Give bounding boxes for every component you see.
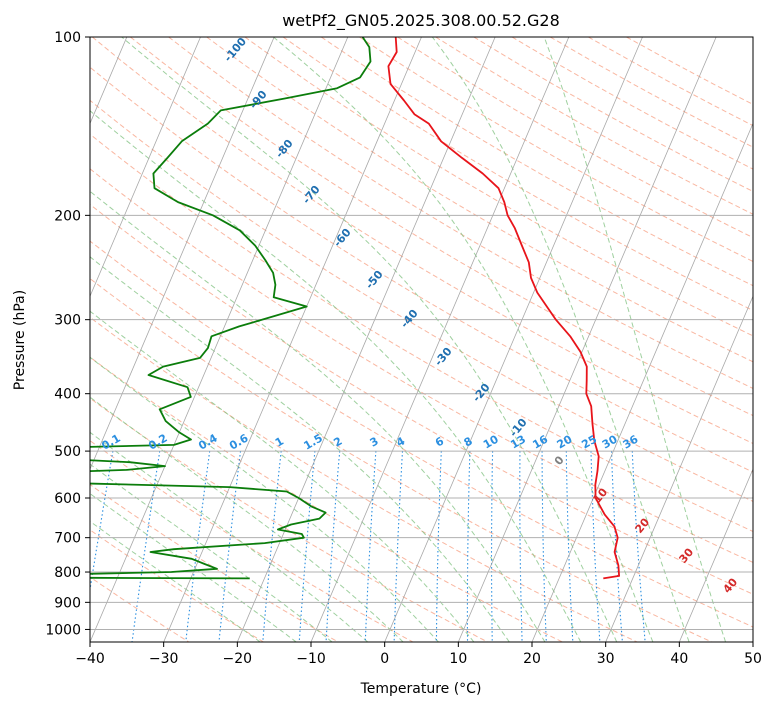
x-tick-label: 50 [744, 651, 762, 667]
dry-adiabat-line [244, 37, 753, 337]
x-tick-label: 20 [523, 651, 541, 667]
dry-adiabat-line [91, 37, 753, 445]
y-tick-label: 600 [54, 491, 81, 507]
mixing-ratio-line [262, 451, 282, 642]
isotherm-line [90, 37, 275, 471]
plot-area: 0.1 0.2 0.4 0.6 1 1.5 2 3 4 6 8 10 13 16 20 25 30 36-100-… [90, 37, 753, 642]
y-tick-label: 100 [54, 30, 81, 46]
y-tick-label: 300 [54, 313, 81, 329]
y-tick-label: 800 [54, 565, 81, 581]
dry-adiabat-line [90, 529, 264, 642]
y-tick-label: 1000 [45, 622, 81, 638]
mixing-ratio-line [590, 451, 601, 642]
isotherm-line [531, 122, 753, 642]
dry-adiabat-line [90, 203, 753, 595]
dry-adiabat-line [90, 316, 638, 642]
isotherm-line [457, 37, 717, 642]
y-tick-label: 700 [54, 531, 81, 547]
y-tick-label: 400 [54, 387, 81, 403]
dewpoint-profile-line [90, 37, 372, 580]
moist-adiabat-line [90, 431, 369, 642]
plot-frame [89, 36, 754, 643]
mixing-ratio-line [435, 451, 442, 642]
dry-adiabat-line [90, 356, 563, 642]
y-axis-label: Pressure (hPa) [12, 290, 28, 390]
dry-adiabat-line [90, 483, 339, 642]
dry-adiabat-line [320, 37, 753, 287]
x-axis-ticks: −40 −30 −20 −10 0 10 20 30 40 50 [75, 642, 762, 667]
y-tick-label: 900 [54, 595, 81, 611]
x-tick-label: 30 [597, 651, 615, 667]
isotherm-line [90, 37, 201, 298]
x-tick-label: 40 [670, 651, 688, 667]
mixing-ratio-line [131, 451, 161, 642]
isotherm-line [90, 37, 349, 642]
dry-adiabat-line [90, 240, 753, 628]
mixing-ratio-line [541, 451, 547, 642]
mixing-ratio-line [393, 451, 404, 642]
mixing-ratio-line [298, 451, 316, 642]
mixing-ratio-line [218, 451, 242, 642]
dry-adiabat-line [90, 278, 712, 642]
isotherm-line [384, 37, 643, 642]
x-tick-label: −30 [149, 651, 179, 667]
moist-adiabat-line [90, 520, 261, 642]
x-tick-label: −20 [223, 651, 253, 667]
x-axis-label: Temperature (°C) [360, 681, 482, 697]
isotherm-line [310, 37, 570, 642]
y-tick-label: 500 [54, 444, 81, 460]
moist-adiabat-line [90, 463, 333, 642]
isotherm-line [163, 37, 422, 642]
mixing-ratio-line [364, 451, 377, 642]
dry-adiabat-line [90, 66, 753, 473]
y-tick-label: 200 [54, 208, 81, 224]
mixing-ratio-line [325, 451, 341, 642]
moist-adiabat-line [90, 190, 546, 642]
dry-adiabat-line [206, 37, 753, 363]
moist-adiabat-line [90, 310, 475, 642]
temperature-profile-line [387, 37, 620, 580]
x-tick-label: −40 [75, 651, 105, 667]
isotherm-line [605, 295, 753, 642]
x-tick-label: 10 [449, 651, 467, 667]
sounding-series [90, 37, 620, 580]
x-tick-label: 0 [380, 651, 389, 667]
mixing-ratio-line [565, 451, 574, 642]
moist-adiabat-line [273, 37, 654, 642]
dry-adiabat-line [90, 576, 190, 642]
moist-adiabat-line [90, 256, 510, 642]
isotherm-line [678, 468, 753, 642]
mixing-ratio-line [519, 451, 523, 642]
moist-adiabat-line [543, 37, 727, 642]
chart-title: wetPf2_GN05.2025.308.00.52.G28 [282, 11, 560, 31]
moist-adiabat-line [431, 37, 690, 642]
y-axis-ticks: 100 200 300 400 500 600 700 800 900 1000 [45, 30, 90, 638]
mixing-ratio-line [185, 451, 211, 642]
dry-adiabat-line [90, 99, 753, 502]
x-tick-label: −10 [296, 651, 326, 667]
mixing-ratio-line [466, 451, 471, 642]
moist-adiabat-line [90, 356, 439, 642]
moist-adiabats [90, 37, 727, 642]
dry-adiabat-line [90, 133, 753, 533]
mixing-ratio-line [610, 451, 623, 642]
isobars [90, 37, 753, 630]
